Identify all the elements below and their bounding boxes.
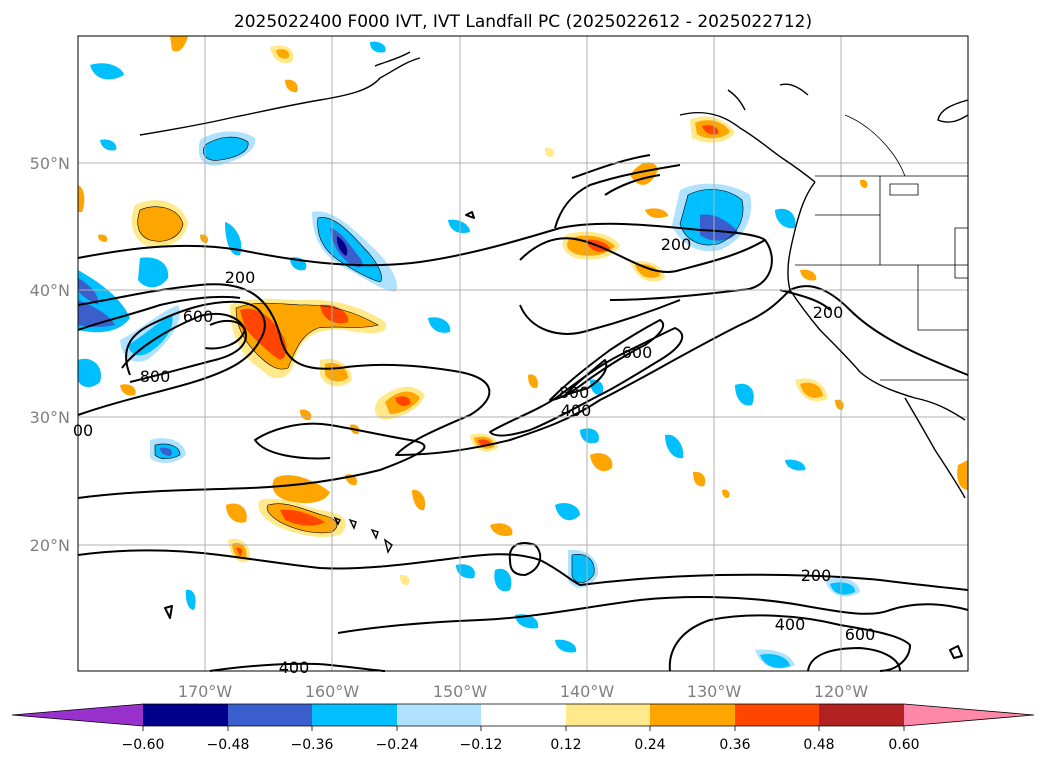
coastlines <box>139 51 969 554</box>
contour-label: 00 <box>73 421 93 440</box>
colorbar-segment <box>397 704 481 726</box>
colorbar-segment <box>735 704 819 726</box>
colorbar-segment <box>312 704 397 726</box>
lat-axis: 50°N 40°N 30°N 20°N <box>30 154 70 555</box>
lon-tick-label: 140°W <box>560 682 615 701</box>
colorbar-segment <box>228 704 312 726</box>
map-panel: 200 600 800 200 200 600 800 400 200 400 … <box>73 35 969 677</box>
borders <box>795 114 969 381</box>
colorbar-tick-label: 0.48 <box>803 737 834 753</box>
colorbar-tick-label: −0.12 <box>460 737 503 753</box>
colorbar-tick-label: 0.12 <box>550 737 581 753</box>
colorbar-segment <box>819 704 904 726</box>
map-frame <box>77 35 969 672</box>
colorbar-tick-label: −0.36 <box>291 737 334 753</box>
figure-title: 2025022400 F000 IVT, IVT Landfall PC (20… <box>234 12 812 32</box>
lat-tick-label: 40°N <box>30 281 70 300</box>
contour-label: 400 <box>561 401 592 420</box>
colorbar: −0.60 −0.48 −0.36 −0.24 −0.12 0.12 0.24 … <box>11 703 1035 753</box>
contour-label: 200 <box>225 268 256 287</box>
contour-label: 600 <box>845 625 876 644</box>
contour-label: 800 <box>140 367 171 386</box>
lat-tick-label: 20°N <box>30 536 70 555</box>
contour-label: 400 <box>279 658 310 677</box>
lon-tick-label: 130°W <box>687 682 742 701</box>
colorbar-segment <box>566 704 650 726</box>
shaded-field <box>78 36 968 669</box>
colorbar-segment <box>650 704 735 726</box>
colorbar-tick-label: 0.36 <box>719 737 750 753</box>
contour-label: 800 <box>559 383 590 402</box>
lon-tick-label: 150°W <box>433 682 488 701</box>
colorbar-tick-label: −0.24 <box>376 737 419 753</box>
colorbar-extend-low <box>12 704 143 726</box>
shaded-outlines <box>137 136 744 583</box>
lon-tick-label: 120°W <box>814 682 869 701</box>
graticule <box>78 36 968 671</box>
lon-axis: 170°W 160°W 150°W 140°W 130°W 120°W <box>178 682 869 701</box>
lat-tick-label: 30°N <box>30 408 70 427</box>
colorbar-tick-label: −0.48 <box>207 737 250 753</box>
colorbar-ticks <box>142 726 905 731</box>
contour-label: 200 <box>661 235 692 254</box>
contour-label: 200 <box>801 566 832 585</box>
contour-label: 400 <box>775 615 806 634</box>
colorbar-tick-label: 0.60 <box>888 737 919 753</box>
colorbar-extend-high <box>904 704 1034 726</box>
lat-tick-label: 50°N <box>30 154 70 173</box>
colorbar-segment <box>143 704 228 726</box>
lon-tick-label: 160°W <box>305 682 360 701</box>
colorbar-tick-label: −0.60 <box>122 737 165 753</box>
contour-label: 200 <box>813 303 844 322</box>
colorbar-tick-label: 0.24 <box>634 737 665 753</box>
colorbar-segment <box>481 704 566 726</box>
lon-tick-label: 170°W <box>178 682 233 701</box>
contour-label: 600 <box>622 343 653 362</box>
contour-label: 600 <box>183 307 214 326</box>
